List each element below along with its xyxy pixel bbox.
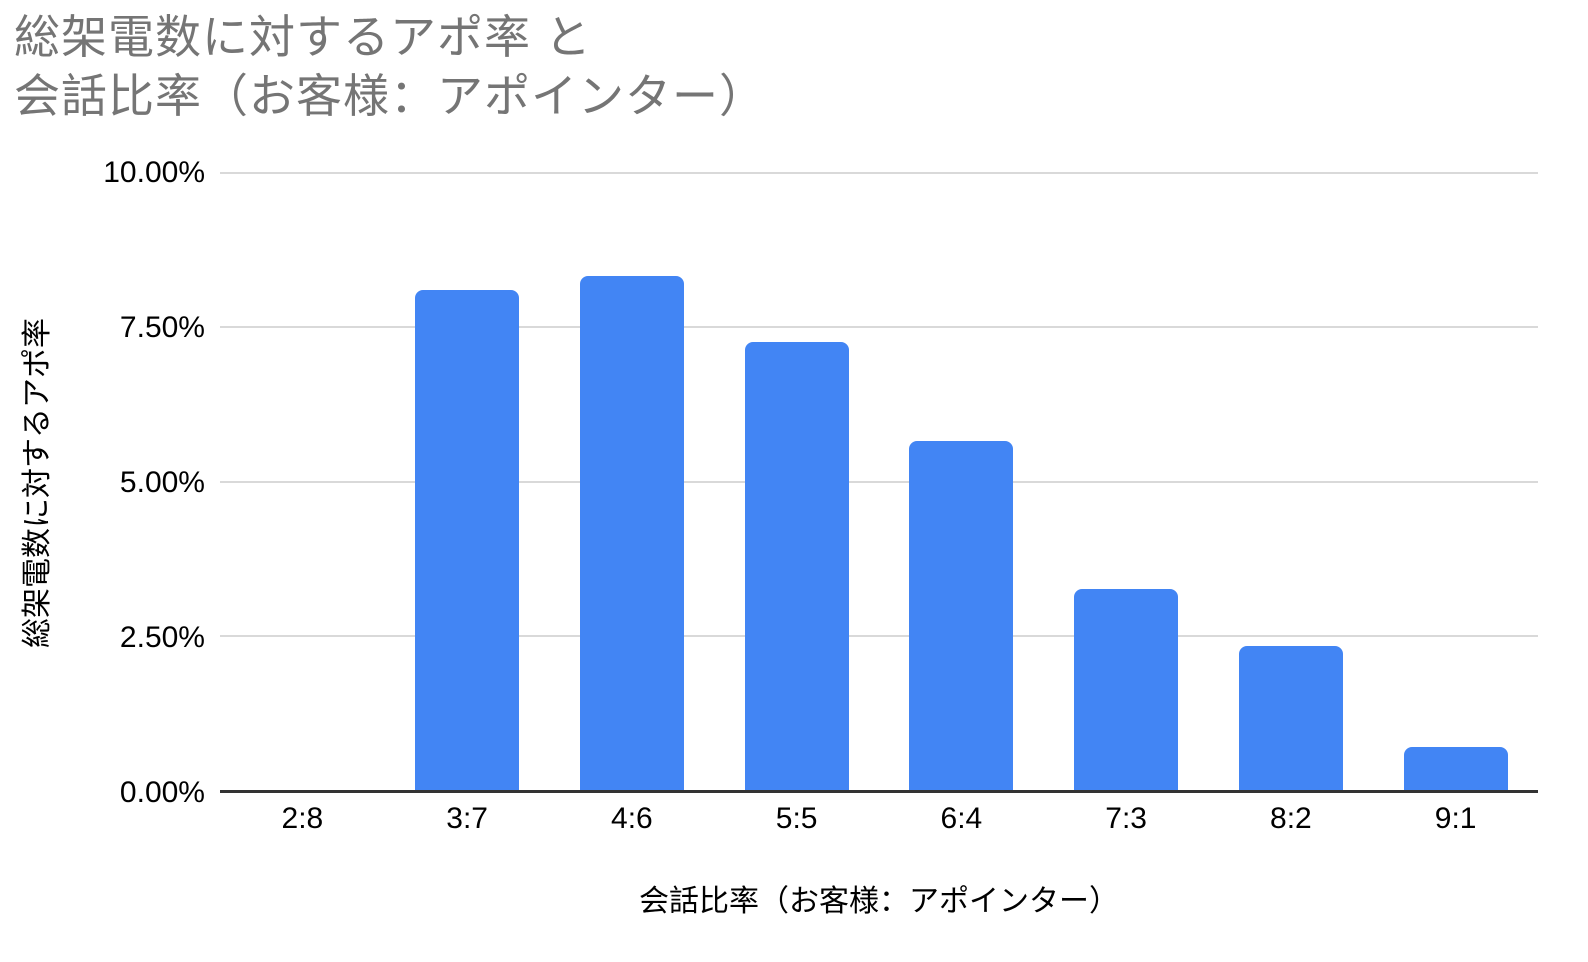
gridline [220, 172, 1538, 174]
x-tick-label: 9:1 [1434, 802, 1477, 835]
gridline [220, 480, 1538, 483]
x-tick-label: 4:6 [611, 802, 653, 835]
x-tick-label: 7:3 [1105, 802, 1147, 835]
bars-container [220, 173, 1538, 790]
x-tick-label: 8:2 [1270, 802, 1312, 835]
x-axis-tick-labels: 2:8 3:7 4:6 5:5 6:4 7:3 8:2 9:1 [220, 802, 1538, 836]
bar-3:7 [415, 290, 520, 790]
gridline [220, 326, 1538, 329]
plot-area [220, 172, 1538, 793]
bar-4:6 [579, 276, 684, 790]
y-tick-label: 10.00% [103, 156, 205, 189]
gridline [220, 634, 1538, 637]
bar-slot-5:5 [714, 173, 879, 790]
y-tick-label: 0.00% [119, 776, 205, 809]
bar-5:5 [744, 342, 849, 790]
bar-slot-9:1 [1373, 173, 1538, 790]
bar-7:3 [1074, 588, 1179, 790]
y-tick-label: 5.00% [119, 466, 205, 499]
bar-slot-7:3 [1044, 173, 1209, 790]
bar-9:1 [1403, 746, 1508, 790]
bar-slot-2:8 [220, 173, 385, 790]
bar-slot-3:7 [385, 173, 550, 790]
y-tick-label: 2.50% [119, 621, 205, 654]
y-axis-tick-labels: 0.00% 2.50% 5.00% 7.50% 10.00% [0, 156, 205, 809]
bar-slot-4:6 [550, 173, 715, 790]
x-axis-title: 会話比率（お客様：アポインター） [639, 885, 1119, 918]
y-tick-label: 7.50% [119, 311, 205, 344]
bar-6:4 [909, 441, 1014, 790]
chart-title: 総架電数に対するアポ率 と 会話比率（お客様：アポインター） [14, 11, 766, 122]
x-tick-label: 6:4 [940, 802, 983, 835]
x-tick-label: 5:5 [775, 802, 818, 835]
x-tick-label: 2:8 [281, 802, 324, 835]
x-tick-label: 3:7 [446, 802, 488, 835]
bar-slot-6:4 [879, 173, 1044, 790]
bar-slot-8:2 [1209, 173, 1374, 790]
bar-8:2 [1238, 646, 1343, 790]
